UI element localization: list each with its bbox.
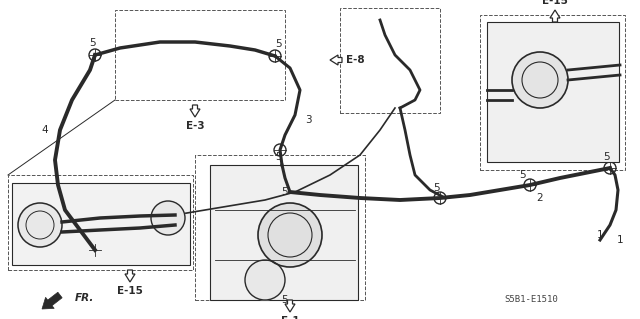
Bar [12,183,190,265]
Circle shape [151,201,185,235]
Text: 5: 5 [434,183,440,193]
Text: E-1: E-1 [281,316,300,319]
Text: 5: 5 [90,38,96,48]
Text: E-15: E-15 [117,286,143,296]
Circle shape [258,203,322,267]
FancyArrow shape [285,300,295,312]
Text: E-3: E-3 [186,121,204,131]
Bar [480,15,625,170]
FancyArrow shape [42,292,62,309]
Text: E-15: E-15 [542,0,568,6]
Bar [340,8,440,113]
Text: S5B1-E1510: S5B1-E1510 [504,295,558,304]
FancyArrow shape [330,55,342,65]
FancyArrow shape [550,10,560,22]
Text: 5: 5 [275,39,282,49]
Text: 1: 1 [617,235,623,245]
Circle shape [18,203,62,247]
FancyArrow shape [190,105,200,117]
Text: 5: 5 [282,295,288,305]
Text: 4: 4 [42,125,48,135]
Text: FR.: FR. [75,293,94,303]
Bar [487,22,619,162]
Bar [210,165,358,300]
FancyArrow shape [125,270,135,282]
Text: 2: 2 [537,193,543,203]
Text: 5: 5 [520,170,526,180]
Bar [8,175,193,270]
Bar [195,155,365,300]
Text: 3: 3 [305,115,311,125]
Bar [115,10,285,100]
Text: 5: 5 [604,152,611,162]
Circle shape [512,52,568,108]
Text: E-8: E-8 [346,55,365,65]
Circle shape [245,260,285,300]
Text: 1: 1 [596,230,604,240]
Text: 5: 5 [282,187,288,197]
Text: 5: 5 [275,152,282,162]
